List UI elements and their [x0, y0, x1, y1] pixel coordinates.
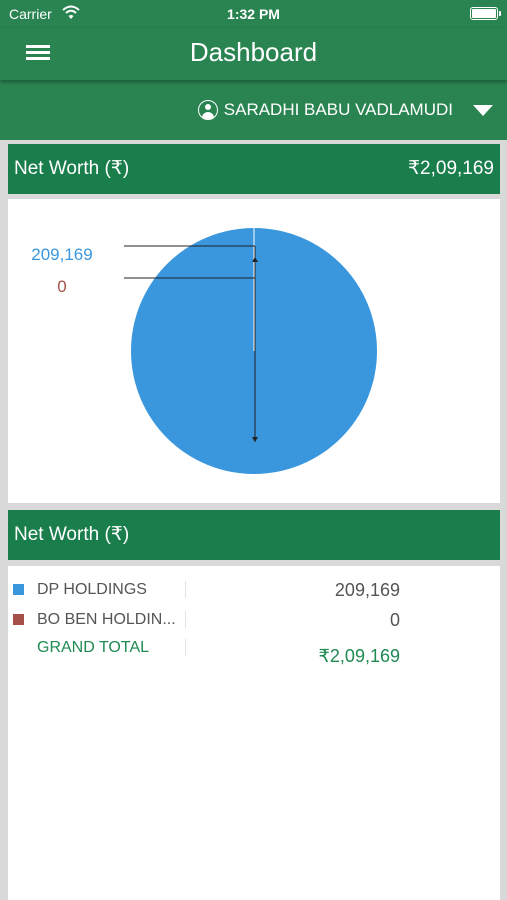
nav-bar: Dashboard — [0, 28, 507, 80]
divider — [185, 611, 186, 628]
row-value: 209,169 — [334, 580, 400, 600]
breakdown-table: DP HOLDINGS 209,169 BO BEN HOLDIN... 0 G… — [8, 566, 500, 900]
row-value: 0 — [389, 610, 400, 630]
user-selector[interactable]: SARADHI BABU VADLAMUDI — [197, 98, 493, 122]
wifi-icon — [62, 5, 80, 19]
menu-icon[interactable] — [26, 43, 50, 63]
grand-total-label: GRAND TOTAL — [37, 639, 150, 656]
pie-data-label: 209,169 — [31, 245, 92, 264]
status-time: 1:32 PM — [227, 6, 280, 22]
chevron-down-icon[interactable] — [473, 104, 493, 116]
networth-title: Net Worth (₹) — [14, 158, 130, 179]
leader-arrow — [252, 437, 258, 442]
leader-arrow — [252, 257, 258, 262]
grand-total-value: ₹2,09,169 — [318, 646, 400, 666]
legend-swatch — [13, 614, 24, 625]
user-icon — [197, 100, 218, 120]
pie-chart: 209,169 0 — [31, 228, 377, 474]
user-name: SARADHI BABU VADLAMUDI — [223, 100, 453, 119]
chart-card: 209,169 0 — [8, 199, 500, 503]
user-bar: SARADHI BABU VADLAMUDI — [0, 80, 507, 140]
divider — [185, 639, 186, 656]
battery-icon — [470, 7, 501, 20]
carrier-label: Carrier — [9, 6, 52, 22]
legend-swatch — [13, 584, 24, 595]
breakdown-header: Net Worth (₹) — [8, 510, 500, 560]
pie-data-label: 0 — [57, 277, 66, 296]
divider — [185, 581, 186, 598]
row-label: BO BEN HOLDIN... — [37, 611, 176, 628]
status-bar: Carrier 1:32 PM — [0, 0, 507, 28]
networth-header: Net Worth (₹) ₹2,09,169 — [8, 144, 500, 194]
table-row: BO BEN HOLDIN... 0 — [8, 606, 500, 634]
table-row: DP HOLDINGS 209,169 — [8, 576, 500, 604]
breakdown-title: Net Worth (₹) — [14, 524, 130, 545]
row-label: DP HOLDINGS — [37, 581, 147, 598]
page-title: Dashboard — [189, 37, 318, 67]
grand-total-row: GRAND TOTAL ₹2,09,169 — [8, 634, 500, 666]
networth-value: ₹2,09,169 — [407, 158, 494, 179]
